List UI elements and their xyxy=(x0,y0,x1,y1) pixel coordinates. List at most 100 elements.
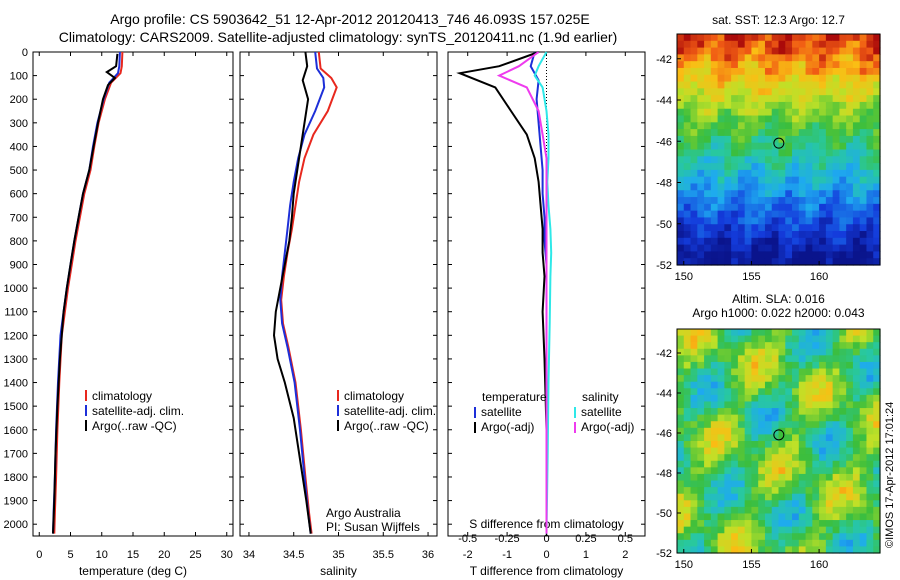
map-cell xyxy=(758,361,766,370)
map-cell xyxy=(690,108,698,117)
map-cell xyxy=(832,61,840,69)
map-cell xyxy=(792,526,800,534)
map-cell xyxy=(677,493,685,501)
map-cell xyxy=(731,546,739,554)
map-cell xyxy=(805,381,813,389)
map-cell xyxy=(677,61,685,69)
legend-title: salinity xyxy=(582,390,619,404)
map-cell xyxy=(798,237,807,246)
map-cell xyxy=(873,500,881,508)
map-cell xyxy=(846,40,854,49)
map-cell xyxy=(771,40,780,49)
map-cell xyxy=(751,169,759,178)
map-cell xyxy=(812,81,820,89)
map-cell xyxy=(771,156,780,164)
map-cell xyxy=(812,473,820,482)
map-cell xyxy=(764,197,773,205)
map-cell xyxy=(717,408,725,416)
map-cell xyxy=(825,467,834,475)
map-cell xyxy=(819,210,827,219)
map-cell xyxy=(798,513,807,521)
map-cell xyxy=(697,203,705,212)
map-cell xyxy=(764,101,773,110)
map-cell xyxy=(710,381,719,389)
map-cell xyxy=(737,401,746,409)
map-cell xyxy=(859,203,868,212)
map-cell xyxy=(758,473,766,482)
map-cell xyxy=(683,467,692,475)
y-tick-label: 1300 xyxy=(4,354,28,366)
map-cell xyxy=(873,258,881,266)
map-cell xyxy=(832,447,840,455)
map-cell xyxy=(778,251,786,259)
map-cell xyxy=(866,368,874,376)
map-cell xyxy=(792,258,800,266)
map-cell xyxy=(751,54,759,62)
map-cell xyxy=(866,467,874,475)
map-cell xyxy=(819,108,827,117)
map-cell xyxy=(744,506,753,515)
map-cell xyxy=(737,101,746,110)
map-cell xyxy=(731,135,739,144)
map-cell xyxy=(697,381,705,389)
map-cell xyxy=(792,394,800,403)
map-cell xyxy=(819,460,827,468)
map-cell xyxy=(805,361,813,370)
map-cell xyxy=(819,335,827,343)
map-cell xyxy=(832,394,840,403)
map-cell xyxy=(771,441,780,449)
map-cell xyxy=(785,108,793,117)
map-cell xyxy=(697,401,705,409)
map-cell xyxy=(731,217,739,225)
map-cell xyxy=(812,401,820,409)
map-cell xyxy=(683,190,692,198)
map-cell xyxy=(832,513,840,521)
map-cell xyxy=(778,81,786,89)
map-cell xyxy=(717,342,725,350)
map-cell xyxy=(751,224,759,232)
map-cell xyxy=(798,122,807,130)
map-cell xyxy=(724,467,732,475)
map-cell xyxy=(764,210,773,219)
map-cell xyxy=(873,101,881,110)
map-cell xyxy=(717,34,725,42)
map-cell xyxy=(697,539,705,548)
map-cell xyxy=(846,237,854,246)
map-cell xyxy=(846,414,854,422)
map-cell xyxy=(737,473,746,482)
map-cell xyxy=(873,401,881,409)
map-cell xyxy=(724,381,732,389)
map-cell xyxy=(852,368,861,376)
map-cell xyxy=(825,258,834,266)
map-cell xyxy=(758,533,766,541)
map-cell xyxy=(852,183,861,191)
map-cell xyxy=(690,88,698,96)
map-cell xyxy=(751,427,759,436)
map-cell xyxy=(798,427,807,436)
map-cell xyxy=(846,368,854,376)
map-cell xyxy=(690,135,698,144)
map-cell xyxy=(704,513,712,521)
map-cell xyxy=(819,67,827,76)
map-cell xyxy=(744,176,753,185)
map-cell xyxy=(852,190,861,198)
map-cell xyxy=(825,34,834,42)
map-cell xyxy=(805,251,813,259)
map-cell xyxy=(819,533,827,541)
map-cell xyxy=(852,408,861,416)
map-cell xyxy=(744,500,753,508)
map-cell xyxy=(778,169,786,178)
y-tick-label: 1900 xyxy=(4,496,28,508)
map-cell xyxy=(751,156,759,164)
map-cell xyxy=(805,500,813,508)
map-cell xyxy=(873,224,881,232)
map-cell xyxy=(697,467,705,475)
map-cell xyxy=(792,54,800,62)
map-cell xyxy=(839,40,847,49)
map-cell xyxy=(717,108,725,117)
map-cell xyxy=(825,54,834,62)
map-cell xyxy=(717,473,725,482)
map-cell xyxy=(758,454,766,462)
map-cell xyxy=(839,408,847,416)
map-cell xyxy=(724,355,732,363)
